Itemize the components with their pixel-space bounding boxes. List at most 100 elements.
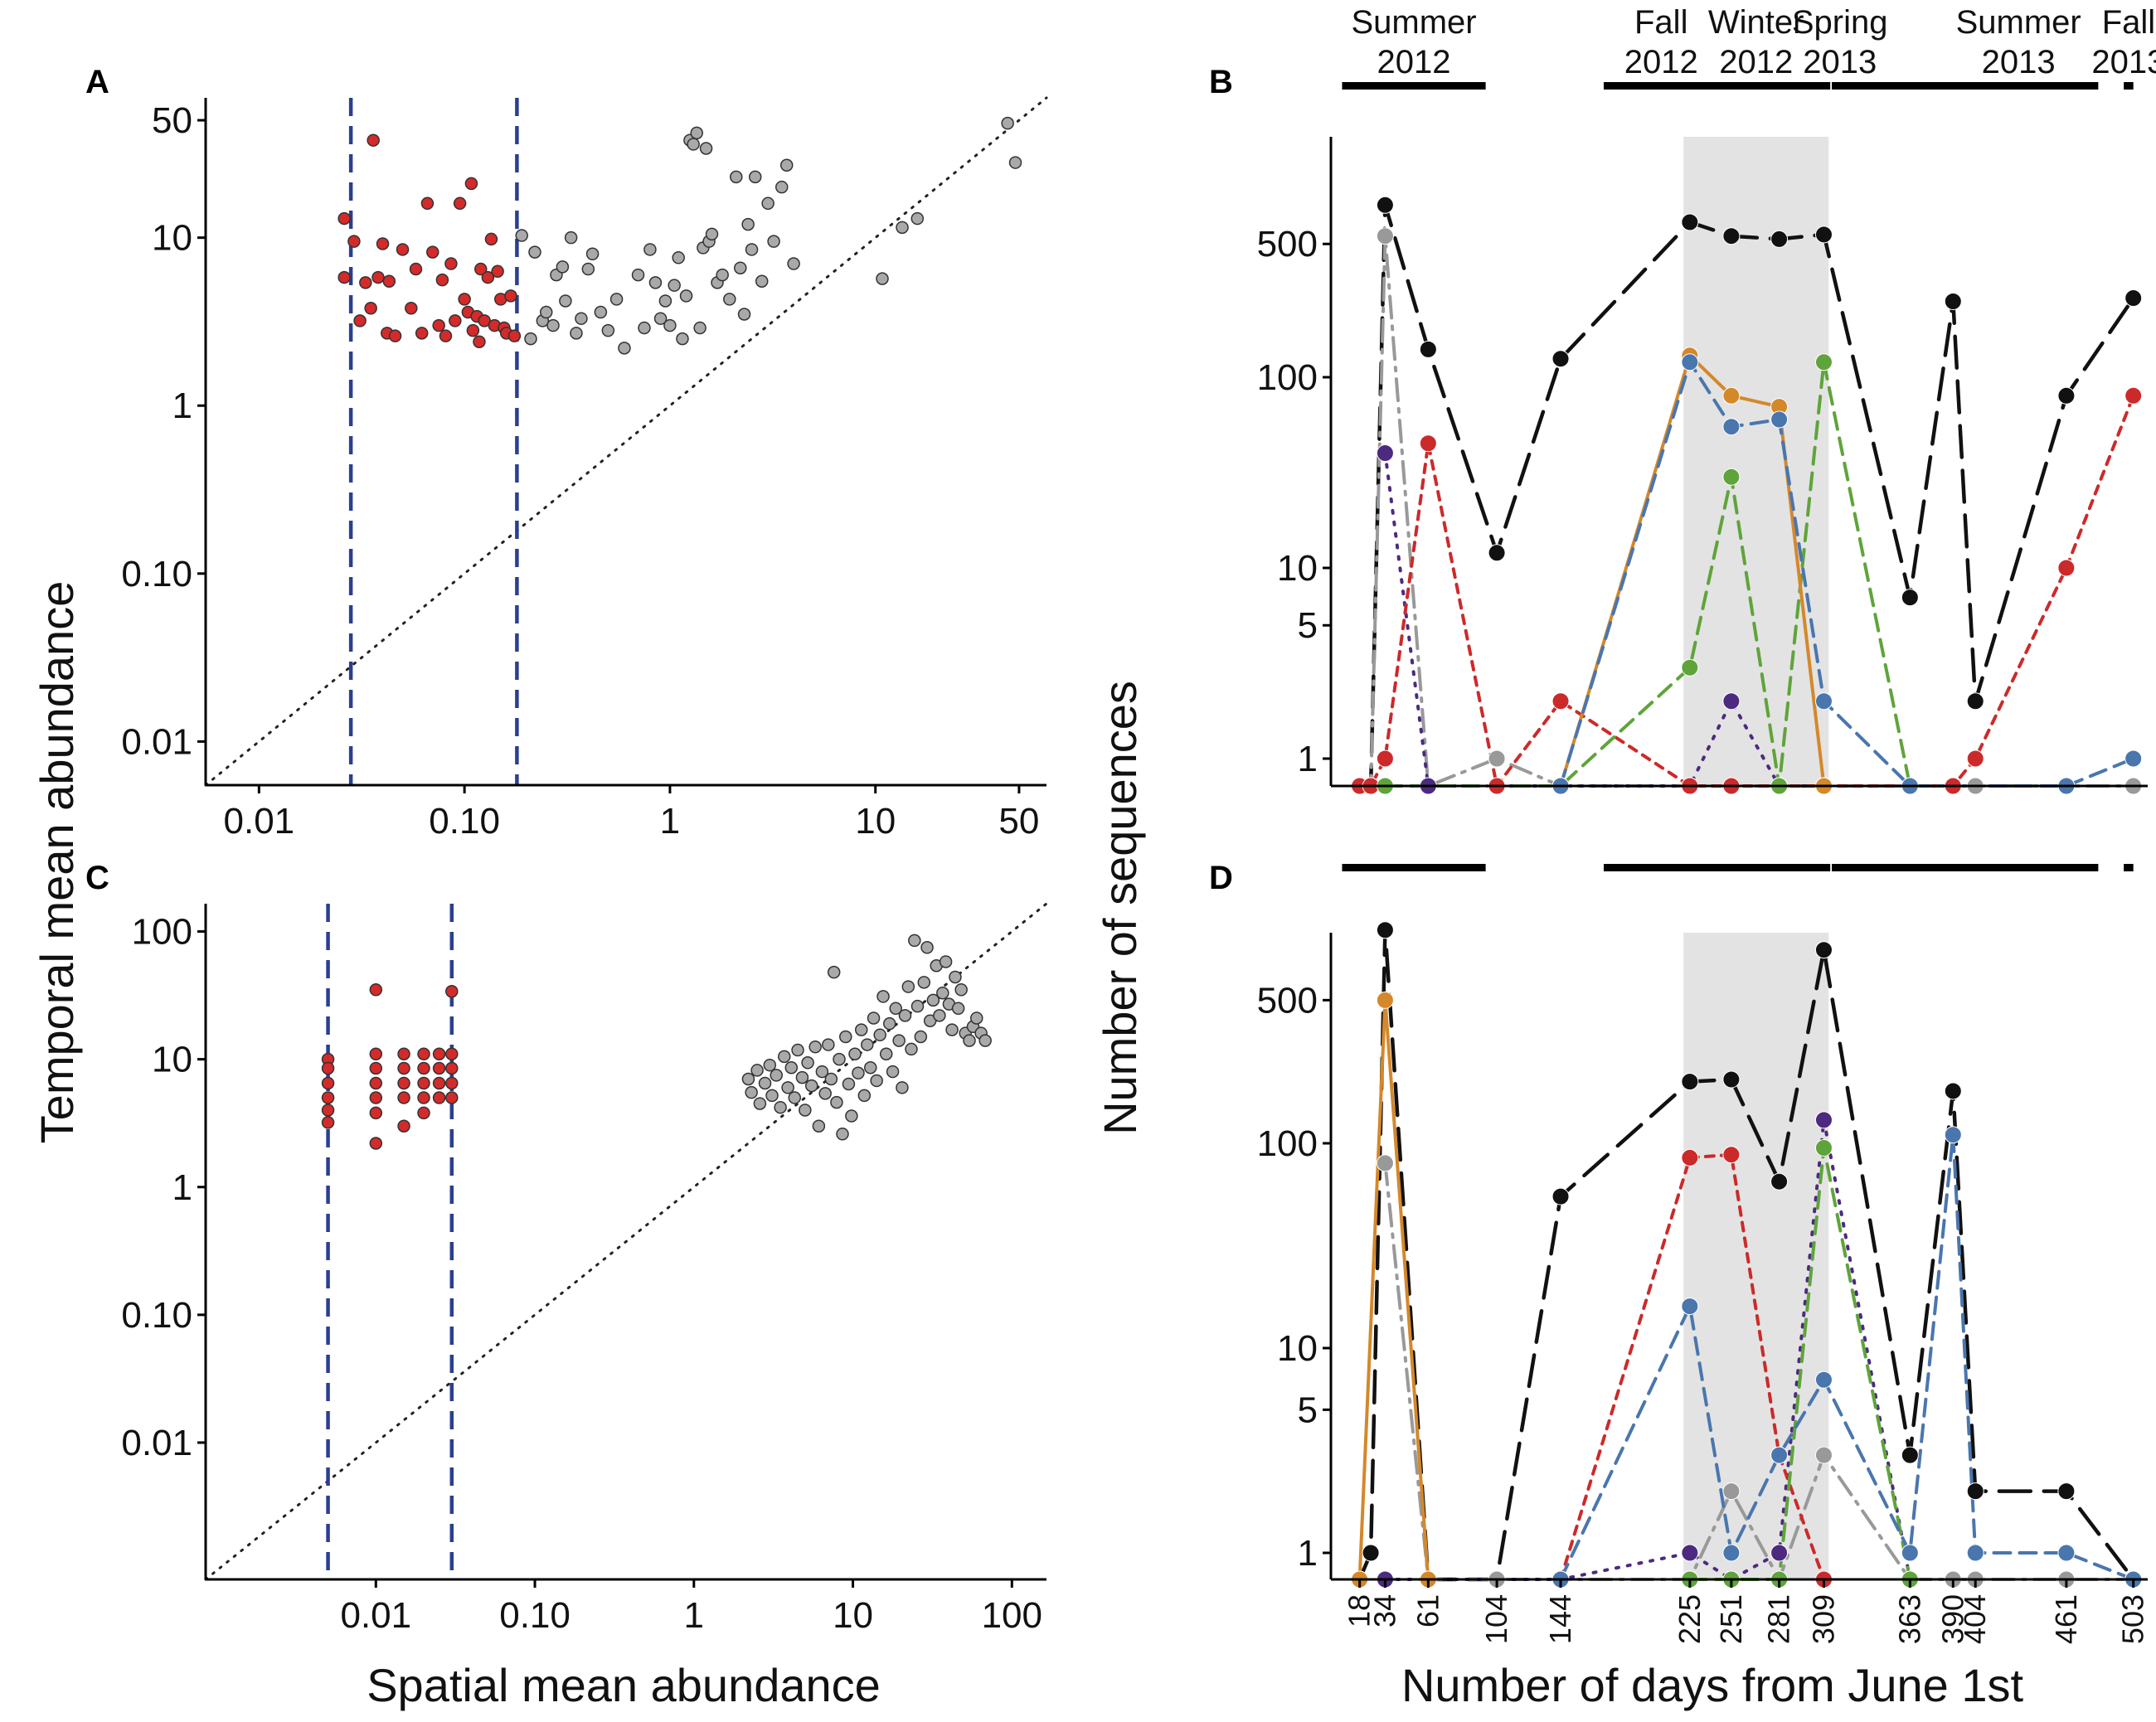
panel-c-letter: C: [85, 860, 109, 896]
season-bar: [1342, 82, 1486, 90]
season-bar: [1603, 864, 1719, 871]
scatter-point-rare: [353, 314, 367, 327]
series-point-red: [2124, 386, 2143, 405]
panel-b-axes: 1 5 10 100 500: [1257, 137, 2148, 788]
scatter-point-rare: [481, 270, 495, 284]
scatter-point-common: [861, 1038, 874, 1051]
identity-diagonal: [204, 96, 1048, 787]
scatter-point-common: [699, 142, 713, 155]
scatter-point-rare: [415, 327, 429, 340]
series-point-blue: [1770, 410, 1789, 429]
scatter-point-common: [767, 235, 780, 248]
scatter-point-common: [687, 138, 700, 151]
series-point-purple: [1722, 692, 1741, 711]
scatter-point-common: [515, 229, 528, 242]
series-point-black: [1966, 1482, 1984, 1501]
scatter-point-rare: [369, 1137, 383, 1150]
x-tick-label: 1: [684, 1595, 704, 1636]
scatter-point-rare: [321, 1091, 335, 1104]
scatter-point-common: [852, 1066, 865, 1080]
scatter-point-common: [892, 1034, 906, 1047]
panel-b-letter: B: [1209, 64, 1233, 100]
series-point-black: [1901, 1446, 1919, 1464]
scatter-point-rare: [417, 1076, 430, 1090]
panel-b-shaded-region: [1683, 137, 1829, 786]
scatter-point-rare: [397, 1119, 410, 1133]
season-label-line2: 2012: [1719, 44, 1793, 80]
y-tick-label: 100: [132, 912, 192, 953]
scatter-point-rare: [425, 245, 439, 259]
scatter-point-common: [585, 247, 600, 261]
series-point-blue: [2124, 749, 2143, 768]
panel-a: A 0.01 0.10 1 10 50 0.01 0.10 1 10 50: [85, 64, 1048, 842]
series-point-black: [1814, 226, 1833, 244]
scatter-point-common: [873, 1028, 886, 1042]
scatter-point-common: [910, 211, 925, 226]
scatter-point-common: [658, 294, 673, 308]
series-point-black: [1551, 350, 1570, 368]
x-tick-label: 10: [833, 1595, 873, 1636]
series-point-blue: [1901, 1544, 1919, 1562]
series-point-red: [1419, 434, 1437, 453]
scatter-point-rare: [435, 273, 449, 287]
series-point-black: [1901, 589, 1919, 607]
scatter-point-common: [716, 268, 729, 282]
series-point-black: [1488, 544, 1506, 562]
scatter-point-rare: [396, 243, 410, 256]
scatter-point-rare: [369, 1047, 383, 1061]
scatter-point-rare: [371, 270, 385, 284]
scatter-point-common: [876, 990, 890, 1003]
series-point-gray: [1488, 749, 1506, 768]
panel-a-axes: 0.01 0.10 1 10 50 0.01 0.10 1 10 50: [121, 98, 1046, 842]
scatter-point-rare: [453, 196, 467, 211]
y-tick-label: 100: [1257, 357, 1318, 398]
scatter-point-common: [827, 965, 841, 979]
scatter-point-common: [761, 196, 775, 211]
series-point-red: [1722, 1146, 1741, 1164]
x-tick-label: 34: [1367, 1594, 1401, 1627]
scatter-point-common: [594, 305, 608, 319]
scatter-point-rare: [347, 235, 361, 248]
series-point-black: [1770, 230, 1789, 248]
scatter-point-rare: [397, 1047, 410, 1061]
y-tick-label: 1: [1298, 1533, 1318, 1574]
scatter-point-rare: [388, 329, 402, 342]
series-point-black: [1419, 340, 1437, 358]
series-point-black: [1376, 196, 1394, 214]
y-tick-label: 10: [1277, 1328, 1318, 1369]
scatter-point-common: [830, 1095, 843, 1109]
series-point-black: [1376, 921, 1394, 939]
scatter-point-common: [864, 1060, 877, 1074]
scatter-point-common: [781, 1081, 794, 1094]
scatter-point-common: [723, 293, 736, 306]
winter-shaded-region: [1683, 137, 1829, 786]
left-x-axis-title: Spatial mean abundance: [367, 1659, 881, 1711]
panel-d-letter: D: [1209, 860, 1233, 896]
scatter-point-common: [730, 170, 743, 184]
scatter-point-common: [528, 245, 541, 259]
scatter-point-common: [896, 1081, 909, 1094]
series-point-blue: [1681, 353, 1699, 371]
panel-c: C 0.01 0.10 1 10 100 0.01 0.10 1 10 100: [85, 860, 1048, 1636]
scatter-point-common: [824, 1072, 838, 1086]
scatter-point-common: [575, 312, 588, 325]
scatter-point-common: [546, 318, 560, 332]
scatter-point-common: [765, 1089, 779, 1103]
scatter-point-common: [745, 243, 759, 256]
left-y-axis-title: Temporal mean abundance: [31, 581, 83, 1144]
y-tick-label: 0.01: [121, 721, 192, 762]
scatter-point-rare: [369, 1091, 383, 1104]
scatter-point-common: [570, 327, 583, 340]
scatter-point-rare: [409, 262, 423, 276]
scatter-point-common: [886, 1065, 900, 1079]
scatter-point-common: [889, 1002, 902, 1016]
series-point-blue: [1722, 1544, 1741, 1562]
panel-d-lines: [1351, 921, 2143, 1589]
x-tick-label: 390: [1935, 1594, 1969, 1644]
scatter-point-common: [779, 158, 794, 172]
scatter-point-common: [1001, 116, 1014, 130]
panel-d-shaded-region: [1683, 933, 1829, 1579]
scatter-point-rare: [432, 1091, 446, 1104]
scatter-point-rare: [449, 314, 462, 327]
